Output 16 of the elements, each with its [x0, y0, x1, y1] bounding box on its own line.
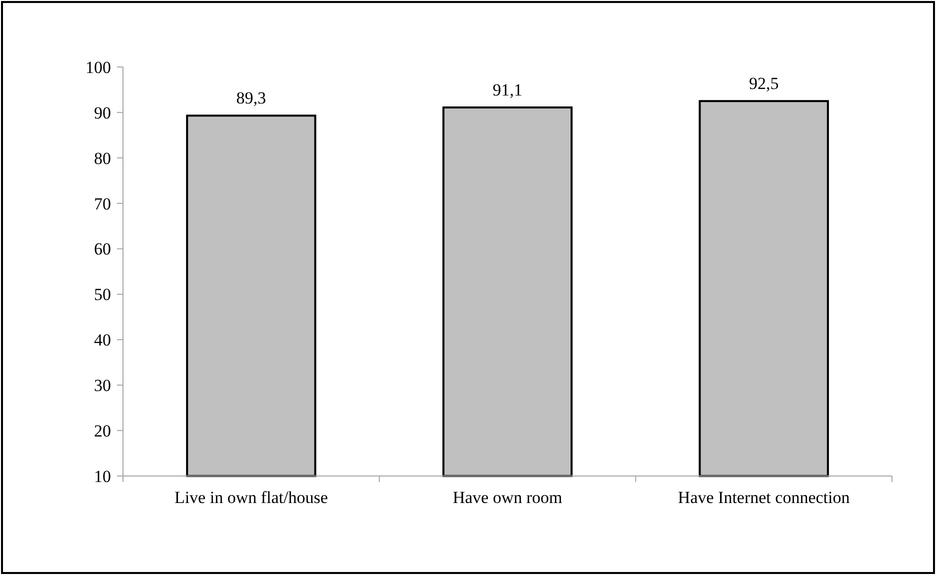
x-tick-label: Live in own flat/house: [174, 488, 328, 507]
y-tick-label: 80: [94, 148, 111, 168]
y-tick-label: 90: [94, 103, 111, 122]
data-label: 92,5: [748, 74, 779, 94]
y-tick-label: 20: [94, 422, 111, 441]
data-label: 89,3: [236, 88, 266, 108]
data-label: 91,1: [492, 80, 522, 100]
x-tick-label: Have Internet connection: [678, 488, 850, 507]
y-tick-label: 40: [94, 330, 111, 350]
y-tick-label: 60: [94, 240, 111, 259]
x-tick-label: Have own room: [452, 488, 562, 507]
y-tick-label: 100: [86, 58, 111, 77]
y-tick-label: 70: [94, 194, 111, 214]
y-tick-label: 30: [94, 376, 111, 396]
y-tick-label: 10: [94, 466, 111, 486]
y-tick-label: 50: [94, 285, 111, 304]
